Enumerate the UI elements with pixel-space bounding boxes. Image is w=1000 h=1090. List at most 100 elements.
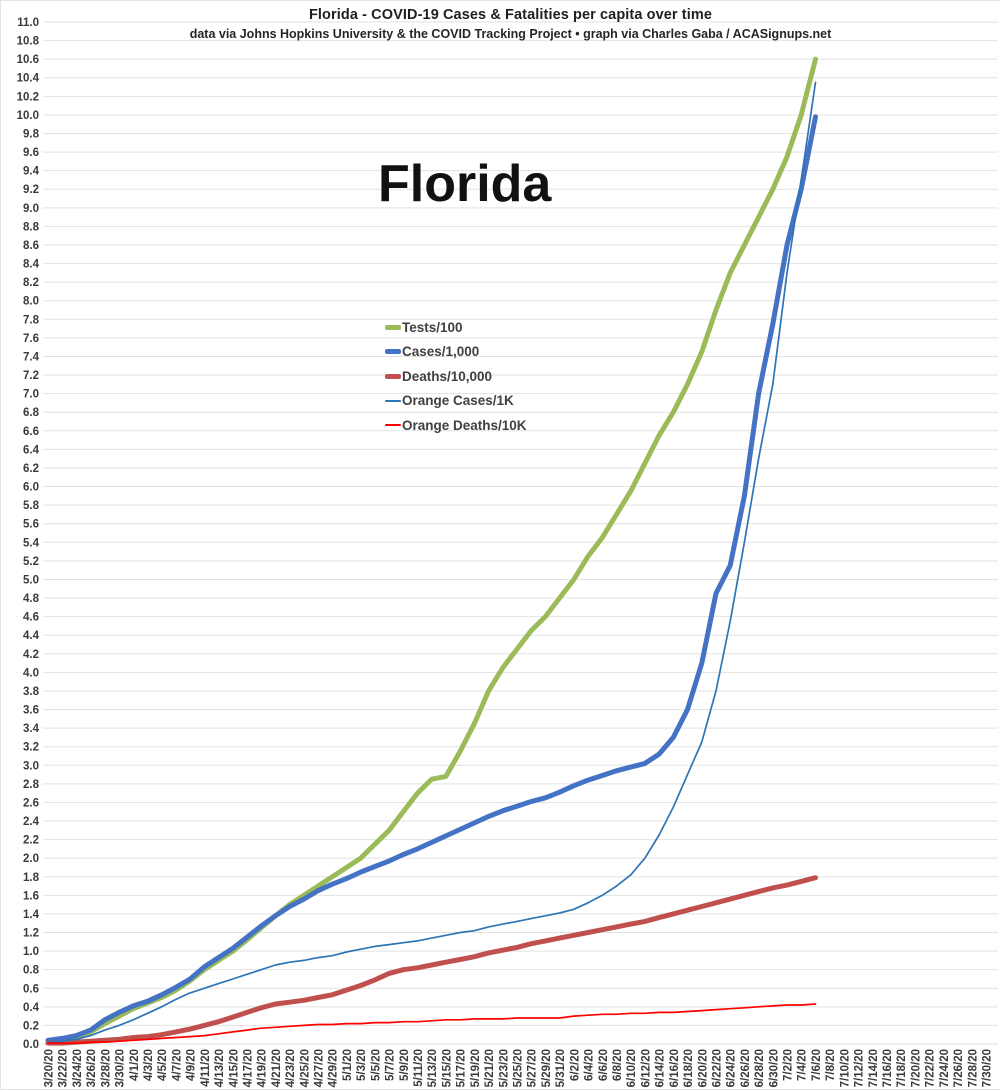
svg-text:7/26/20: 7/26/20 [953,1049,965,1087]
svg-text:4/13/20: 4/13/20 [214,1049,226,1087]
state-watermark: Florida [378,155,552,213]
svg-text:6/28/20: 6/28/20 [754,1049,766,1087]
svg-text:10.6: 10.6 [17,54,39,66]
svg-text:4.8: 4.8 [23,593,40,605]
svg-text:10.0: 10.0 [17,110,39,122]
legend-label: Cases/1,000 [402,344,480,360]
svg-text:3.0: 3.0 [23,760,39,772]
legend-label: Orange Cases/1K [402,393,514,409]
svg-text:7/10/20: 7/10/20 [839,1049,851,1087]
svg-text:3.4: 3.4 [23,723,40,735]
svg-text:6/20/20: 6/20/20 [697,1049,709,1087]
svg-text:6/30/20: 6/30/20 [768,1049,780,1087]
svg-text:3.2: 3.2 [23,742,39,754]
series-line-deaths-10-000 [45,875,818,1046]
svg-text:8.4: 8.4 [23,259,40,271]
svg-text:9.2: 9.2 [23,184,39,196]
svg-text:0.8: 0.8 [23,965,40,977]
svg-text:5/9/20: 5/9/20 [399,1049,411,1081]
svg-text:5/5/20: 5/5/20 [370,1049,382,1081]
svg-text:1.2: 1.2 [23,928,39,940]
svg-text:6/2/20: 6/2/20 [569,1049,581,1081]
svg-text:4/19/20: 4/19/20 [257,1049,269,1087]
svg-text:4/27/20: 4/27/20 [314,1049,326,1087]
svg-text:8.0: 8.0 [23,296,39,308]
svg-text:5/31/20: 5/31/20 [555,1049,567,1087]
svg-text:7.0: 7.0 [23,389,39,401]
svg-text:4.0: 4.0 [23,667,39,679]
svg-text:5/1/20: 5/1/20 [342,1049,354,1081]
svg-text:6.0: 6.0 [23,482,39,494]
chart-title: Florida - COVID-19 Cases & Fatalities pe… [308,7,713,23]
svg-text:3/28/20: 3/28/20 [100,1049,112,1087]
svg-text:6/8/20: 6/8/20 [612,1049,624,1081]
svg-text:5.6: 5.6 [23,519,39,531]
cases-line-swatch [385,349,401,355]
svg-text:7/12/20: 7/12/20 [854,1049,866,1087]
svg-text:2.6: 2.6 [23,797,39,809]
svg-text:7.2: 7.2 [23,370,39,382]
svg-text:4/23/20: 4/23/20 [285,1049,297,1087]
svg-text:8.6: 8.6 [23,240,39,252]
svg-text:4/11/20: 4/11/20 [200,1049,212,1087]
svg-text:5/7/20: 5/7/20 [385,1049,397,1081]
svg-text:1.0: 1.0 [23,946,39,958]
svg-text:6/26/20: 6/26/20 [740,1049,752,1087]
svg-text:1.6: 1.6 [23,890,39,902]
svg-text:6/14/20: 6/14/20 [655,1049,667,1087]
svg-text:6.8: 6.8 [23,407,40,419]
svg-text:7/20/20: 7/20/20 [910,1049,922,1087]
svg-text:6/6/20: 6/6/20 [598,1049,610,1081]
svg-text:6/18/20: 6/18/20 [683,1049,695,1087]
svg-text:6/22/20: 6/22/20 [711,1049,723,1087]
svg-text:7/22/20: 7/22/20 [925,1049,937,1087]
legend-label: Tests/100 [402,319,463,335]
svg-text:5/13/20: 5/13/20 [427,1049,439,1087]
svg-text:5/17/20: 5/17/20 [456,1049,468,1087]
legend-label: Orange Deaths/10K [402,417,527,433]
svg-text:6/10/20: 6/10/20 [626,1049,638,1087]
svg-text:0.2: 0.2 [23,1020,39,1032]
svg-text:4.6: 4.6 [23,612,39,624]
svg-text:6/12/20: 6/12/20 [640,1049,652,1087]
svg-text:3.8: 3.8 [23,686,40,698]
orange-cases-line-swatch [385,399,401,402]
legend-item-orange-cases: Orange Cases/1K [385,389,527,414]
svg-text:4/9/20: 4/9/20 [186,1049,198,1081]
svg-text:7.6: 7.6 [23,333,39,345]
svg-text:3/30/20: 3/30/20 [115,1049,127,1087]
svg-text:2.8: 2.8 [23,779,40,791]
svg-text:4/25/20: 4/25/20 [299,1049,311,1087]
svg-text:1.4: 1.4 [23,909,40,921]
svg-text:5/11/20: 5/11/20 [413,1049,425,1087]
svg-text:3/20/20: 3/20/20 [44,1049,56,1087]
svg-text:5.0: 5.0 [23,574,39,586]
svg-text:9.0: 9.0 [23,203,39,215]
svg-text:1.8: 1.8 [23,872,40,884]
svg-text:3/24/20: 3/24/20 [72,1049,84,1087]
series-line-cases-1-000 [45,114,818,1043]
svg-text:7/14/20: 7/14/20 [868,1049,880,1087]
svg-text:5.2: 5.2 [23,556,39,568]
legend-item-tests: Tests/100 [385,315,527,340]
svg-text:10.2: 10.2 [17,91,39,103]
svg-text:7/6/20: 7/6/20 [811,1049,823,1081]
svg-text:7.8: 7.8 [23,314,40,326]
svg-text:6.4: 6.4 [23,444,40,456]
svg-text:7/2/20: 7/2/20 [783,1049,795,1081]
svg-text:3/26/20: 3/26/20 [86,1049,98,1087]
svg-text:10.8: 10.8 [17,36,40,48]
svg-text:2.2: 2.2 [23,835,39,847]
chart-subtitle: data via Johns Hopkins University & the … [189,27,832,41]
svg-text:3.6: 3.6 [23,705,39,717]
y-axis-labels: 0.0 0.2 0.4 0.6 0.8 1.0 1.2 1.4 1.6 1.8 2.0 2.2 2.4 2… [17,17,40,1051]
svg-text:7/30/20: 7/30/20 [982,1049,994,1087]
svg-text:0.0: 0.0 [23,1039,39,1051]
svg-text:7/18/20: 7/18/20 [896,1049,908,1087]
svg-text:4.2: 4.2 [23,649,39,661]
svg-text:6.2: 6.2 [23,463,39,475]
svg-text:4/7/20: 4/7/20 [171,1049,183,1081]
svg-text:5/3/20: 5/3/20 [356,1049,368,1081]
svg-text:5/21/20: 5/21/20 [484,1049,496,1087]
orange-deaths-line-swatch [385,424,401,427]
